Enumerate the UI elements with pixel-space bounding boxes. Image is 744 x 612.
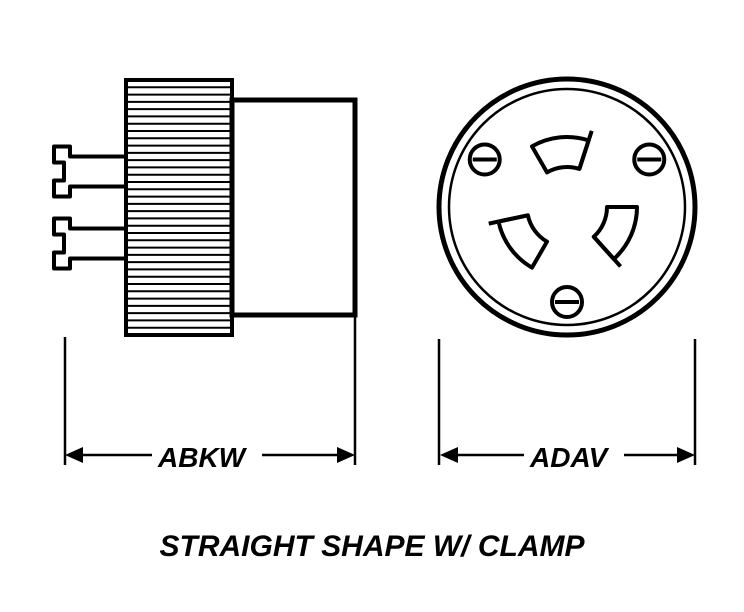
side-view-group [54,80,355,465]
face-view-group [439,79,695,465]
caption-text: STRAIGHT SHAPE W/ CLAMP [0,530,744,564]
diagram-canvas [0,0,744,612]
dim-label-right: ADAV [530,442,607,474]
dim-label-left: ABKW [158,442,245,474]
